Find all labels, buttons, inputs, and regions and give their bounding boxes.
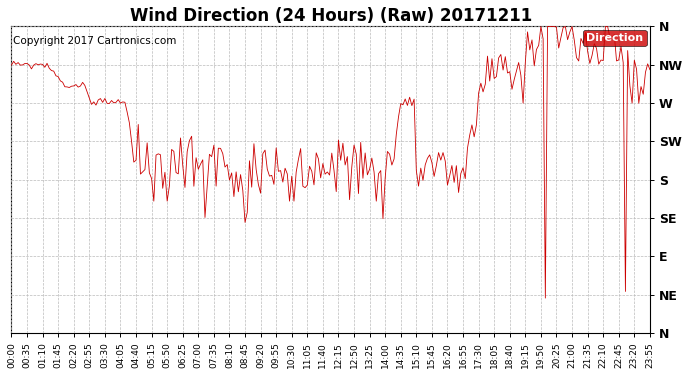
Text: Copyright 2017 Cartronics.com: Copyright 2017 Cartronics.com [12, 36, 176, 46]
Title: Wind Direction (24 Hours) (Raw) 20171211: Wind Direction (24 Hours) (Raw) 20171211 [130, 7, 532, 25]
Legend: Direction: Direction [583, 30, 647, 46]
